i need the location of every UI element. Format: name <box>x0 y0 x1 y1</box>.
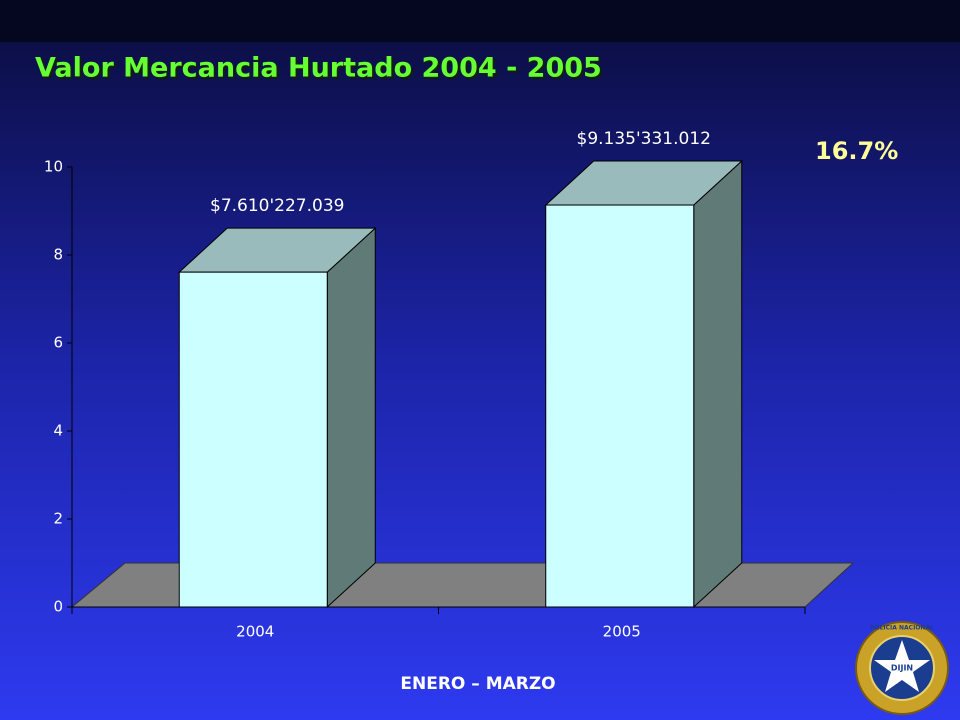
bar <box>545 204 695 608</box>
logo: DIJIN POLICIA NACIONAL <box>855 621 949 715</box>
y-tick-label: 4 <box>53 422 63 440</box>
logo-top-text: POLICIA NACIONAL <box>870 625 934 632</box>
y-tick-label: 6 <box>53 334 63 352</box>
y-tick-label: 10 <box>44 158 63 176</box>
value-label: $7.610'227.039 <box>210 196 344 216</box>
title-shadow: Valor Mercancia Hurtado 2004 - 2005 <box>37 55 604 86</box>
y-tick-label: 8 <box>53 246 63 264</box>
logo-center-text: DIJIN <box>891 664 913 673</box>
y-tick-label: 0 <box>53 598 63 616</box>
bar-side <box>326 227 376 609</box>
x-tick-label: 2004 <box>236 623 274 641</box>
bar <box>178 271 328 608</box>
logo-star <box>874 640 930 692</box>
bar-side <box>693 159 743 609</box>
chart-title: Valor Mercancia Hurtado 2004 - 2005 <box>35 53 602 84</box>
top-band <box>0 0 960 42</box>
x-tick-label: 2005 <box>603 623 641 641</box>
annotation: 16.7% <box>815 137 898 165</box>
y-tick-label: 2 <box>53 510 63 528</box>
footer: ENERO – MARZO <box>400 674 555 694</box>
value-label: $9.135'331.012 <box>577 129 711 149</box>
